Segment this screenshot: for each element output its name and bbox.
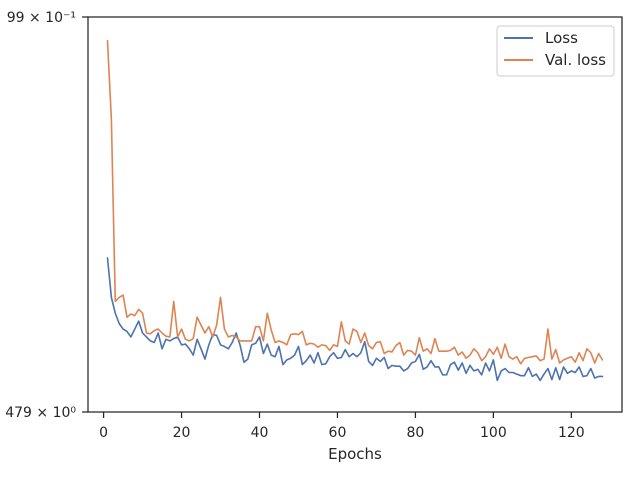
plot-frame — [87, 16, 623, 413]
x-tick-label: 60 — [329, 425, 347, 441]
series-layer — [106, 39, 604, 382]
series-line-loss — [106, 257, 604, 382]
plot-area — [88, 17, 622, 412]
axis-layer: 0 20 40 60 80 100 120 99 × 10⁻¹ 479 × 10⁰ — [5, 10, 584, 441]
series-line-val-loss — [106, 39, 604, 365]
x-tick-label: 100 — [480, 425, 507, 441]
y-tick-label: 479 × 10⁰ — [5, 405, 76, 421]
x-axis-title: Epochs — [328, 445, 382, 463]
y-tick-label: 99 × 10⁻¹ — [7, 10, 76, 26]
x-tick-label: 0 — [99, 425, 108, 441]
x-tick-label: 80 — [407, 425, 425, 441]
legend-label-val-loss: Val. loss — [545, 51, 606, 69]
x-tick-label: 120 — [558, 425, 585, 441]
legend-label-loss: Loss — [545, 29, 578, 47]
x-tick-label: 40 — [251, 425, 269, 441]
legend: Loss Val. loss — [496, 25, 615, 77]
x-tick-label: 20 — [173, 425, 191, 441]
